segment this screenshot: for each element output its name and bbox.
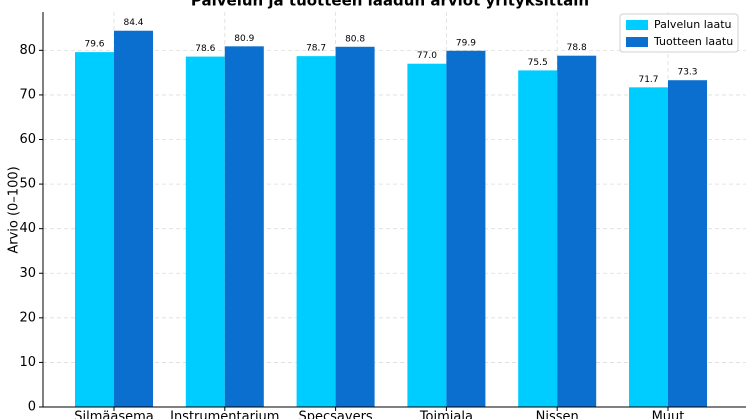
bar bbox=[518, 70, 558, 408]
value-label: 73.3 bbox=[677, 68, 697, 78]
bar bbox=[296, 56, 336, 408]
value-label: 79.6 bbox=[84, 40, 104, 50]
y-tick-label: 10 bbox=[19, 355, 36, 370]
value-label: 75.5 bbox=[528, 58, 548, 68]
y-tick-label: 40 bbox=[19, 221, 36, 236]
y-tick-label: 70 bbox=[19, 87, 36, 102]
x-tick-label: Silmäasema bbox=[74, 410, 153, 419]
bar bbox=[407, 63, 447, 407]
x-tick-label: Instrumentarium bbox=[170, 410, 279, 419]
bar bbox=[668, 80, 707, 407]
x-tick-label: Toimiala bbox=[419, 410, 473, 419]
x-tick-label: Specsavers bbox=[298, 410, 372, 419]
value-label: 77.0 bbox=[417, 51, 437, 61]
legend-box bbox=[619, 13, 739, 53]
chart-title: Palvelun ja tuotteen laadun arviot yrity… bbox=[191, 0, 589, 10]
bar bbox=[557, 55, 597, 408]
y-tick-label: 30 bbox=[19, 266, 36, 281]
x-tick-label: Nissen bbox=[536, 410, 579, 419]
bar bbox=[446, 50, 486, 407]
y-tick-label: 80 bbox=[19, 43, 36, 58]
legend-label: Tuotteen laatu bbox=[653, 35, 733, 48]
value-label: 84.4 bbox=[123, 18, 143, 28]
value-label: 78.8 bbox=[567, 43, 587, 53]
y-tick-label: 20 bbox=[19, 310, 36, 325]
legend-label: Palvelun laatu bbox=[654, 18, 732, 31]
y-tick-label: 60 bbox=[19, 132, 36, 147]
y-axis-label: Arvio (0–100) bbox=[7, 166, 22, 253]
y-tick-label: 50 bbox=[19, 177, 36, 192]
value-label: 78.7 bbox=[306, 44, 326, 54]
value-label: 80.9 bbox=[234, 34, 254, 44]
legend-swatch bbox=[626, 20, 648, 30]
value-label: 78.6 bbox=[195, 44, 215, 54]
x-tick-label: Muut bbox=[652, 410, 685, 419]
value-label: 79.9 bbox=[456, 38, 476, 48]
bar bbox=[185, 56, 225, 407]
bar bbox=[224, 46, 264, 408]
bar bbox=[75, 52, 114, 408]
bar bbox=[114, 30, 153, 407]
value-label: 71.7 bbox=[638, 75, 658, 85]
legend-swatch bbox=[626, 37, 648, 47]
y-tick-label: 0 bbox=[28, 400, 36, 415]
bar bbox=[335, 46, 375, 408]
value-label: 80.8 bbox=[345, 34, 365, 44]
bar bbox=[629, 87, 668, 408]
